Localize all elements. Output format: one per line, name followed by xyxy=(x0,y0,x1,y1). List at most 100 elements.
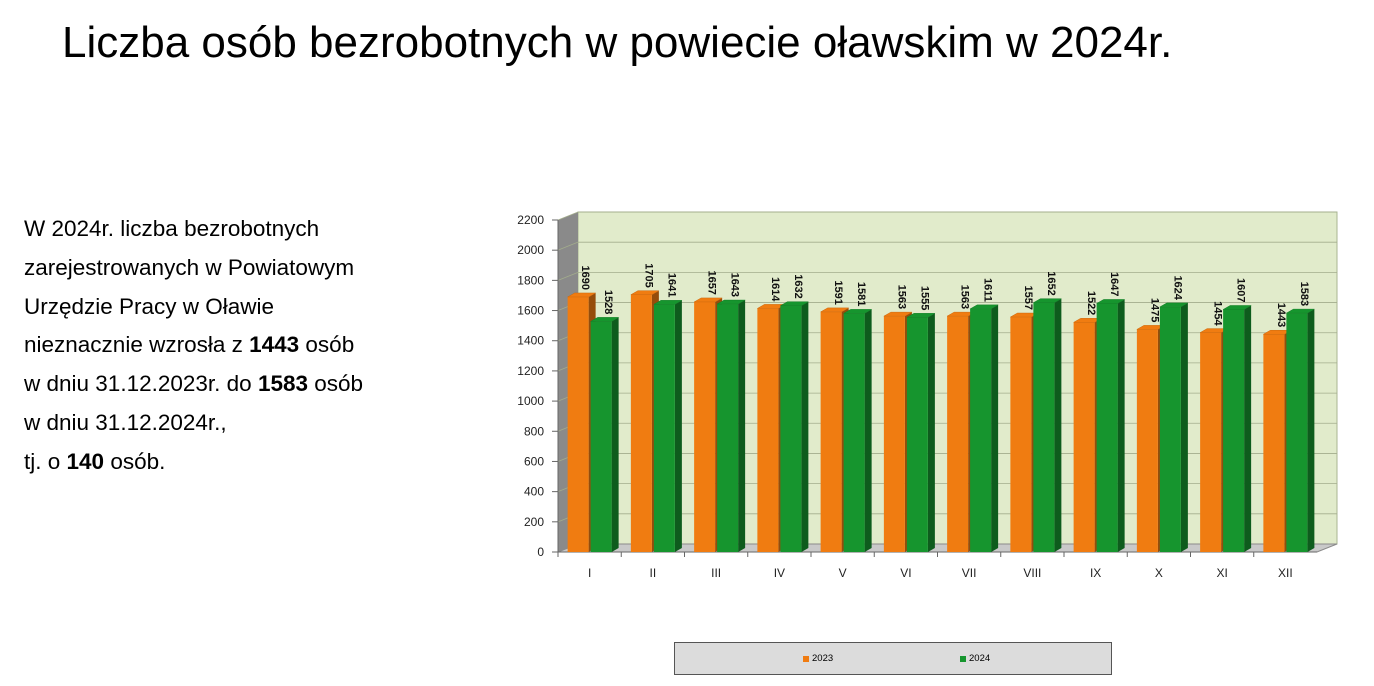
summary-value-2023: 1443 xyxy=(249,332,300,358)
x-tick-label: XII xyxy=(1278,566,1293,580)
bar-top-2024 xyxy=(1095,299,1126,304)
bar-top-2023 xyxy=(629,290,660,295)
y-tick-label: 2000 xyxy=(517,243,544,257)
summary-line: tj. o 140 osób. xyxy=(24,443,464,482)
x-tick-label: I xyxy=(588,566,591,580)
legend-label-2024: 2024 xyxy=(969,653,991,664)
bar-2024 xyxy=(1096,303,1118,552)
data-label-2023: 1454 xyxy=(1212,301,1224,326)
slide-title: Liczba osób bezrobotnych w powiecie oław… xyxy=(62,18,1173,67)
bar-top-2023 xyxy=(882,311,913,317)
x-tick-label: XI xyxy=(1216,566,1227,580)
y-tick-label: 1200 xyxy=(517,364,544,378)
bar-top-2023 xyxy=(819,307,850,313)
y-tick-label: 1600 xyxy=(517,304,544,318)
bar-2023 xyxy=(1200,332,1222,552)
y-tick-label: 1000 xyxy=(517,394,544,408)
bar-top-2024 xyxy=(1285,308,1316,314)
bar-2024 xyxy=(843,313,865,552)
bar-side-2024 xyxy=(738,300,746,552)
bar-top-2023 xyxy=(693,297,724,303)
data-label-2023: 1563 xyxy=(959,285,971,309)
summary-line: w dniu 31.12.2024r., xyxy=(24,409,227,435)
gridline xyxy=(557,271,1337,281)
summary-text-fragment: osób xyxy=(308,371,364,397)
bar-2023 xyxy=(1073,322,1095,552)
data-label-2023: 1557 xyxy=(1022,286,1034,310)
gridline xyxy=(557,241,1337,251)
data-label-2023: 1563 xyxy=(895,285,907,309)
bar-2024 xyxy=(970,308,992,552)
y-tick-label: 0 xyxy=(537,545,544,559)
bar-2024 xyxy=(1159,306,1181,552)
bar-2023 xyxy=(694,301,716,552)
y-tick-label: 400 xyxy=(524,485,544,499)
bar-2024 xyxy=(1286,313,1308,552)
data-label-2024: 1624 xyxy=(1171,275,1183,300)
data-label-2023: 1705 xyxy=(642,263,654,287)
bar-2023 xyxy=(630,294,652,552)
y-tick-label: 200 xyxy=(524,515,544,529)
summary-text-fragment: nieznacznie wzrosła z xyxy=(24,332,250,358)
bar-side-2024 xyxy=(611,317,619,552)
x-tick-label: IX xyxy=(1090,566,1101,580)
bar-top-2024 xyxy=(779,301,810,306)
bar-top-2024 xyxy=(1222,305,1253,310)
bar-side-2024 xyxy=(1117,299,1125,552)
data-label-2024: 1641 xyxy=(665,273,677,297)
y-tick-label: 1400 xyxy=(517,334,544,348)
y-tick-label: 2200 xyxy=(517,213,544,227)
summary-value-2024: 1583 xyxy=(257,371,308,397)
summary-line: W 2024r. liczba bezrobotnych xyxy=(24,216,320,241)
legend-swatch-2024 xyxy=(960,655,966,662)
chart-legend: 2023 2024 xyxy=(674,642,1112,675)
x-tick-label: VIII xyxy=(1023,566,1041,580)
data-label-2024: 1632 xyxy=(792,274,804,298)
y-tick-label: 800 xyxy=(524,424,544,438)
summary-text-fragment: osób. xyxy=(104,448,166,474)
data-label-2023: 1443 xyxy=(1275,303,1287,327)
bar-top-2024 xyxy=(589,317,620,322)
legend-label-2023: 2023 xyxy=(812,653,834,664)
summary-line: nieznacznie wzrosła z 1443 osób xyxy=(24,326,464,365)
data-label-2024: 1647 xyxy=(1108,272,1120,296)
data-label-2023: 1591 xyxy=(832,280,844,304)
bar-side-2024 xyxy=(801,301,809,552)
x-tick-label: III xyxy=(711,566,721,580)
data-label-2024: 1555 xyxy=(918,286,930,310)
bar-2024 xyxy=(590,321,612,552)
data-label-2024: 1581 xyxy=(855,282,867,306)
bar-top-2023 xyxy=(566,292,597,298)
bar-2023 xyxy=(757,308,779,552)
summary-line: Urzędzie Pracy w Oławie xyxy=(24,293,275,319)
bar-side-2024 xyxy=(674,300,682,552)
bar-side-2024 xyxy=(1054,298,1062,552)
data-label-2023: 1614 xyxy=(769,277,781,302)
data-label-2023: 1657 xyxy=(706,270,718,294)
bar-2024 xyxy=(1033,302,1055,552)
legend-item-2023: 2023 xyxy=(803,653,833,664)
bar-2023 xyxy=(883,316,905,552)
data-label-2024: 1607 xyxy=(1235,278,1247,302)
bar-top-2024 xyxy=(1032,298,1063,303)
bar-2024 xyxy=(717,304,739,552)
summary-difference: 140 xyxy=(66,448,105,474)
x-tick-label: IV xyxy=(774,566,785,580)
bar-side-2024 xyxy=(1244,305,1252,552)
bar-2024 xyxy=(780,305,802,552)
y-tick-label: 600 xyxy=(524,454,544,468)
bar-2024 xyxy=(1223,309,1245,552)
data-label-2024: 1611 xyxy=(982,278,994,302)
data-label-2023: 1475 xyxy=(1148,298,1160,322)
data-label-2024: 1652 xyxy=(1045,271,1057,295)
bar-side-2024 xyxy=(1307,309,1315,552)
data-label-2024: 1643 xyxy=(729,273,741,297)
bar-2024 xyxy=(653,304,675,552)
gridline xyxy=(557,211,1337,221)
x-tick-label: V xyxy=(839,566,847,580)
bar-top-2024 xyxy=(716,299,747,305)
bar-top-2024 xyxy=(842,309,873,314)
summary-text-fragment: osób xyxy=(299,332,355,358)
x-tick-label: VII xyxy=(962,566,977,580)
